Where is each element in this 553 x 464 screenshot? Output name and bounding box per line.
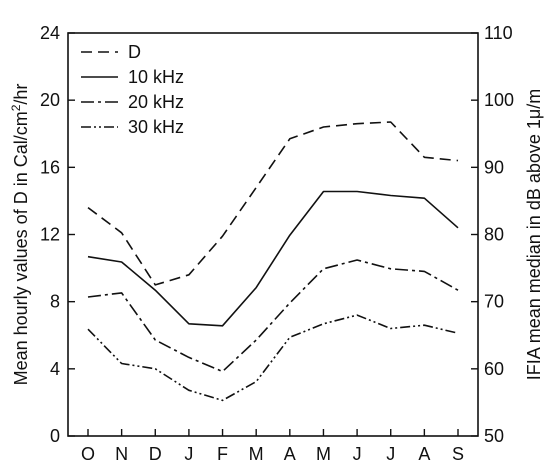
y-left-axis-title: Mean hourly values of D in Cal/cm2/hr <box>9 84 31 386</box>
x-tick-label: J <box>184 444 193 464</box>
y-right-tick-label: 50 <box>484 426 504 446</box>
x-tick-label: N <box>115 444 128 464</box>
y-left-axis-title-suffix: /hr <box>11 84 31 105</box>
y-left-axis-title-superscript: 2 <box>9 104 23 111</box>
y-left-tick-label: 0 <box>50 426 60 446</box>
y-left-tick-label: 4 <box>50 359 60 379</box>
legend-label: 10 kHz <box>128 67 184 87</box>
y-left-tick-label: 20 <box>40 90 60 110</box>
x-tick-label: J <box>353 444 362 464</box>
y-right-tick-label: 70 <box>484 292 504 312</box>
y-left-tick-label: 8 <box>50 292 60 312</box>
x-tick-label: M <box>249 444 264 464</box>
y-right-tick-label: 90 <box>484 157 504 177</box>
y-left-tick-label: 12 <box>40 225 60 245</box>
series-line-30-khz <box>87 314 459 402</box>
series-line-d <box>87 121 459 286</box>
x-tick-label: O <box>81 444 95 464</box>
y-left-tick-label: 24 <box>40 23 60 43</box>
x-tick-label: F <box>217 444 228 464</box>
x-tick-label: D <box>149 444 162 464</box>
legend-label: 30 kHz <box>128 117 184 137</box>
series-line-20-khz <box>87 259 459 373</box>
x-tick-label: J <box>386 444 395 464</box>
x-tick-label: M <box>316 444 331 464</box>
x-tick-label: A <box>418 444 430 464</box>
legend-label: D <box>128 42 141 62</box>
legend-label: 20 kHz <box>128 92 184 112</box>
x-tick-label: S <box>452 444 464 464</box>
y-right-tick-label: 80 <box>484 225 504 245</box>
y-left-axis-title-main: Mean hourly values of D in Cal/cm <box>11 111 31 385</box>
y-right-tick-label: 100 <box>484 90 514 110</box>
y-right-tick-label: 110 <box>484 23 513 43</box>
series-line-10-khz <box>87 190 459 327</box>
y-right-axis-title: IFIA mean median in dB above 1μ/m <box>524 89 544 381</box>
y-right-tick-label: 60 <box>484 359 504 379</box>
y-left-tick-label: 16 <box>40 157 60 177</box>
x-tick-label: A <box>284 444 296 464</box>
